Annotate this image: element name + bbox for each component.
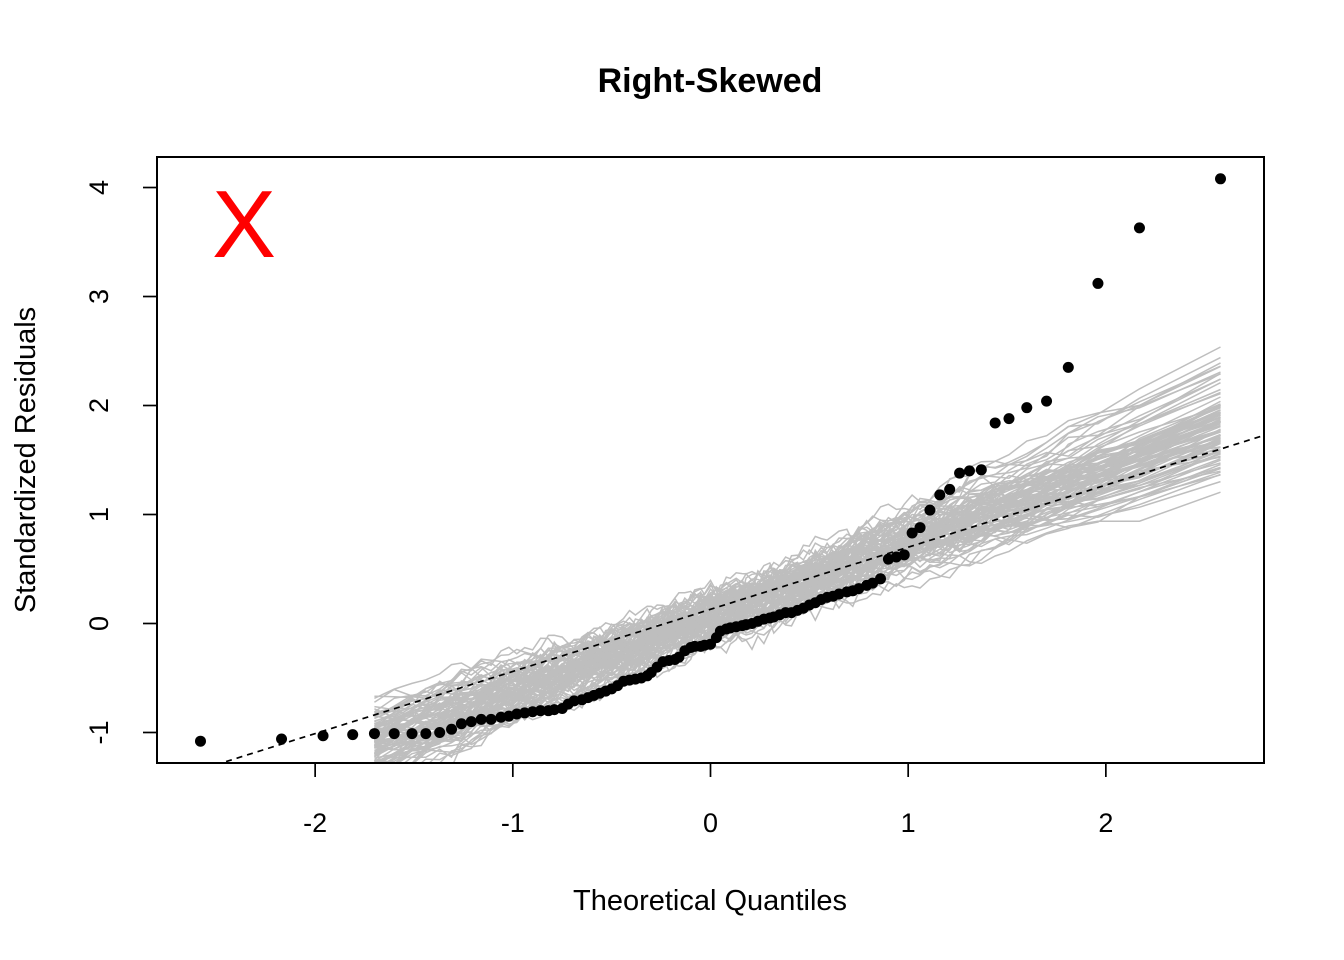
x-tick-label: 2 — [1098, 808, 1113, 838]
simulated-line — [374, 438, 1221, 746]
residual-point — [914, 522, 926, 534]
x-axis: -2 -1 0 1 2 — [303, 762, 1113, 838]
y-tick-label: 3 — [84, 289, 114, 304]
residual-point — [347, 729, 359, 741]
simulated-line — [384, 388, 1221, 763]
y-tick-label: 0 — [84, 616, 114, 631]
x-tick-label: -2 — [303, 808, 327, 838]
x-tick-label: -1 — [501, 808, 525, 838]
residual-point — [1021, 402, 1033, 414]
residual-point — [388, 728, 400, 740]
residual-point — [1215, 173, 1227, 185]
residual-point — [434, 726, 446, 738]
residual-point — [924, 504, 936, 516]
residual-point — [534, 705, 546, 717]
residual-point — [975, 464, 987, 476]
residual-point — [406, 728, 418, 740]
residual-point — [1133, 222, 1145, 234]
residual-point — [944, 483, 956, 495]
residual-point — [954, 467, 966, 479]
residual-points — [194, 173, 1227, 747]
residual-point — [989, 417, 1001, 429]
residual-point — [475, 713, 487, 725]
simulated-line — [377, 356, 1221, 763]
residual-point — [1003, 413, 1015, 425]
y-tick-label: -1 — [84, 720, 114, 744]
residual-point — [906, 527, 918, 539]
residual-point — [446, 723, 458, 735]
simulated-line — [374, 448, 1221, 720]
residual-point — [1062, 361, 1074, 373]
x-tick-label: 1 — [901, 808, 916, 838]
residual-point — [368, 728, 380, 740]
y-axis: -1 0 1 2 3 4 — [84, 180, 158, 744]
residual-point — [317, 730, 329, 742]
residual-point — [875, 573, 887, 585]
chart-title: Right-Skewed — [598, 62, 823, 100]
residual-point — [276, 733, 288, 745]
x-tick-label: 0 — [703, 808, 718, 838]
residual-point — [194, 735, 206, 747]
simulated-line — [374, 463, 1221, 734]
residual-point — [898, 549, 910, 561]
simulated-line — [374, 412, 1221, 731]
residual-point — [934, 489, 946, 501]
residual-point — [420, 728, 432, 740]
residual-point — [485, 713, 497, 725]
residual-point — [455, 718, 467, 730]
residual-point — [1092, 277, 1104, 289]
x-axis-label: Theoretical Quantiles — [573, 885, 847, 917]
residual-point — [963, 465, 975, 477]
y-tick-label: 1 — [84, 507, 114, 522]
residual-point — [465, 716, 477, 728]
red-x-annotation: X — [212, 171, 276, 278]
simulated-envelope — [373, 346, 1221, 763]
residual-point — [1041, 395, 1053, 407]
reference-line — [218, 434, 1264, 763]
y-axis-label: Standardized Residuals — [10, 307, 42, 613]
simulated-line — [373, 434, 1221, 746]
y-tick-label: 2 — [84, 398, 114, 413]
y-tick-label: 4 — [84, 180, 114, 195]
